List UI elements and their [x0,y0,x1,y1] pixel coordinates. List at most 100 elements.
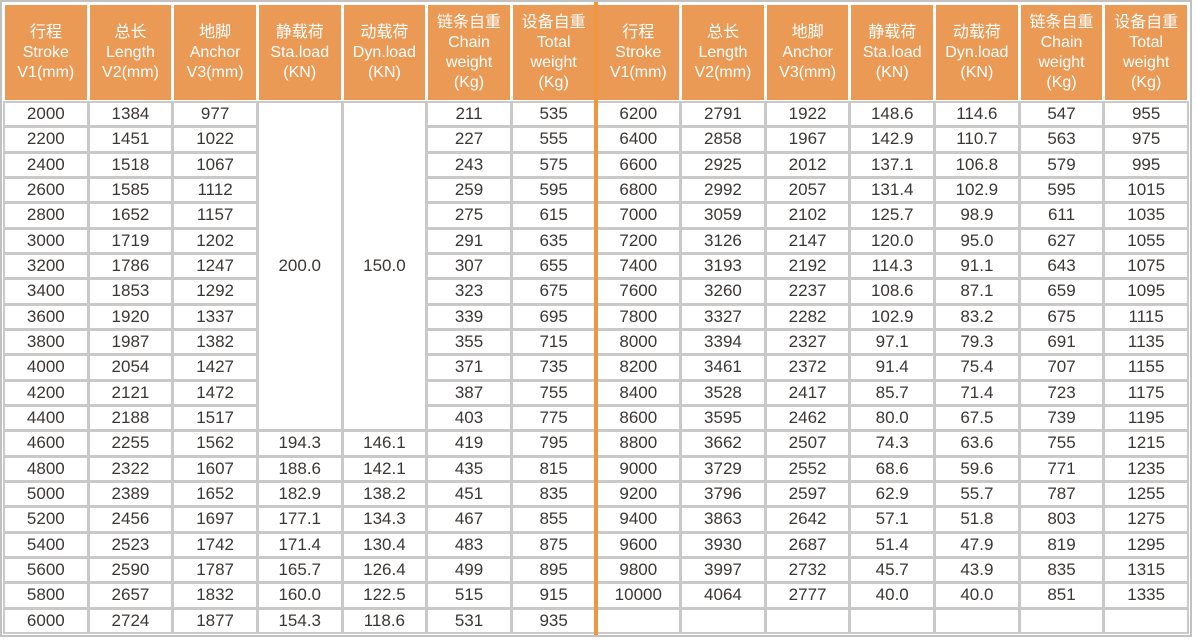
table-cell: 611 [1018,202,1105,229]
table-cell: 1607 [172,455,258,482]
table-row: 4200 2121 1472 387 755 8400 3528 2417 85.7 71.4 72… [3,379,1189,406]
table-cell: 1115 [1103,303,1189,330]
table-cell: 3400 [3,278,89,305]
table-cell: 403 [426,404,512,432]
table-cell: 3193 [680,252,766,280]
table-cell: 1384 [87,100,174,128]
table-cell: 2121 [87,379,174,406]
table-cell: 3200 [3,252,89,280]
table-cell: 1255 [1103,480,1189,508]
table-cell: 165.7 [256,556,343,584]
table-cell: 51.8 [934,506,1020,533]
table-cell [680,607,766,635]
table-cell: 9400 [595,506,682,533]
table-cell: 3997 [680,556,766,584]
table-cell: 1877 [172,607,258,635]
table-cell: 5400 [3,531,89,558]
table-cell: 1451 [87,126,174,153]
table-row: 5400 2523 1742 171.4 130.4 483 875 9600 3930 2687… [3,531,1189,558]
table-cell: 2237 [764,278,851,305]
table-cell: 5800 [3,582,89,609]
table-cell: 771 [1018,455,1105,482]
table-cell [1018,607,1105,635]
table-cell: 2724 [87,607,174,635]
table-cell: 355 [426,328,512,356]
table-row: 3200 1786 1247 307 655 7400 3193 2192 114.3 91.1 6… [3,252,1189,280]
table-cell: 108.6 [849,278,936,305]
table-cell: 1335 [1103,582,1189,609]
table-cell: 915 [510,582,597,609]
table-cell: 91.4 [849,354,936,381]
table-cell: 691 [1018,328,1105,356]
table-cell: 2462 [764,404,851,432]
table-cell: 835 [510,480,597,508]
table-cell: 3796 [680,480,766,508]
table-cell: 1562 [172,430,258,457]
table-cell: 2597 [764,480,851,508]
table-cell: 2992 [680,176,766,204]
table-cell: 1112 [172,176,258,204]
table-cell: 55.7 [934,480,1020,508]
table-cell: 79.3 [934,328,1020,356]
table-cell: 8800 [595,430,682,457]
table-row: 5200 2456 1697 177.1 134.3 467 855 9400 3863 2642… [3,506,1189,533]
table-cell: 1719 [87,227,174,254]
table-cell: 9000 [595,455,682,482]
table-row: 5000 2389 1652 182.9 138.2 451 835 9200 3796 2597… [3,480,1189,508]
table-cell: 3461 [680,354,766,381]
table-cell: 3729 [680,455,766,482]
table-cell: 227 [426,126,512,153]
table-cell: 803 [1018,506,1105,533]
table-row: 3000 1719 1202 291 635 7200 3126 2147 120.0 95.0 6… [3,227,1189,254]
table-cell: 137.1 [849,151,936,179]
table-cell: 7600 [595,278,682,305]
table-cell: 595 [1018,176,1105,204]
table-row: 4000 2054 1427 371 735 8200 3461 2372 91.4 75.4 70… [3,354,1189,381]
table-cell: 935 [510,607,597,635]
table-cell: 1585 [87,176,174,204]
column-header: 行程 Stroke V1(mm) [5,5,87,100]
table-cell: 1195 [1103,404,1189,432]
table-cell: 138.2 [341,480,428,508]
table-cell: 1853 [87,278,174,305]
table-cell: 2642 [764,506,851,533]
table-cell: 4000 [3,354,89,381]
table-cell: 4064 [680,582,766,609]
table-cell: 177.1 [256,506,343,533]
table-cell: 3000 [3,227,89,254]
table-cell: 851 [1018,582,1105,609]
table-cell: 85.7 [849,379,936,406]
column-header: 地脚 Anchor V3(mm) [766,5,849,100]
table-cell: 2389 [87,480,174,508]
column-header: 静载荷 Sta.load (KN) [258,5,341,100]
table-cell: 2282 [764,303,851,330]
column-header: 设备自重 Total weight (Kg) [1105,5,1187,100]
table-cell: 2054 [87,354,174,381]
table-cell: 57.1 [849,506,936,533]
table-cell: 977 [172,100,258,128]
table-cell: 2687 [764,531,851,558]
column-header: 设备自重 Total weight (Kg) [512,5,595,100]
table-cell: 3126 [680,227,766,254]
table-cell: 6000 [3,607,89,635]
table-cell: 1786 [87,252,174,280]
table-cell: 9800 [595,556,682,584]
table-cell: 2102 [764,202,851,229]
table-cell: 9600 [595,531,682,558]
table-cell: 43.9 [934,556,1020,584]
table-cell: 3528 [680,379,766,406]
table-cell: 67.5 [934,404,1020,432]
table-cell: 2192 [764,252,851,280]
table-cell: 7800 [595,303,682,330]
table-cell: 142.1 [341,455,428,482]
table-cell: 6400 [595,126,682,153]
column-header: 总长 Length V2(mm) [682,5,764,100]
table-cell: 1235 [1103,455,1189,482]
table-cell: 531 [426,607,512,635]
table-cell: 75.4 [934,354,1020,381]
table-cell: 7200 [595,227,682,254]
table-cell: 2057 [764,176,851,204]
table-cell: 595 [510,176,597,204]
table-cell: 97.1 [849,328,936,356]
